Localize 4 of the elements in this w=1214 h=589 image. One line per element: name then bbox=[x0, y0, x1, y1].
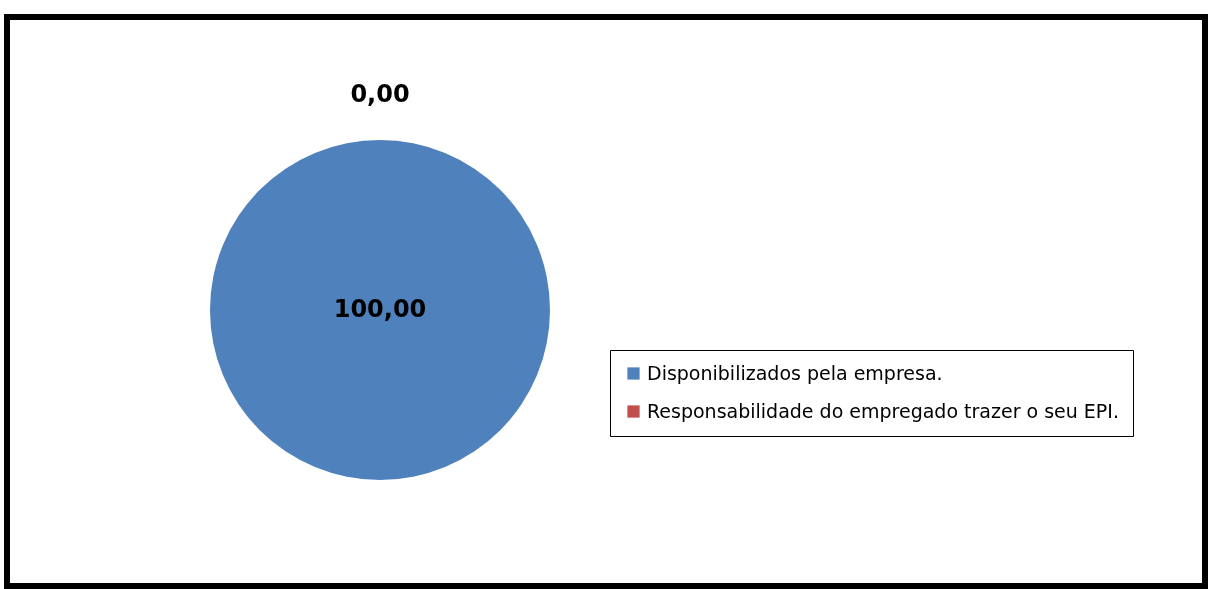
data-label: 100,00 bbox=[333, 295, 427, 323]
legend-label: Responsabilidade do empregado trazer o seu EPI. bbox=[647, 399, 1119, 422]
text: 0,00 bbox=[350, 80, 410, 108]
legend-label: Disponibilizados pela empresa. bbox=[647, 361, 943, 384]
